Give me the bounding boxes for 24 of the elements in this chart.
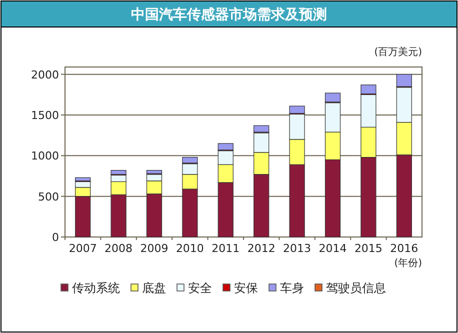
y-tick-label: 1000 [31,150,59,163]
x-axis-title: (年份) [394,257,422,269]
x-tick-label: 2015 [354,242,382,255]
legend-label: 安保 [234,281,258,295]
legend-label: 车身 [280,281,304,295]
legend-label: 传动系统 [72,281,120,295]
x-tick-label: 2009 [140,242,168,255]
y-tick-label: 2000 [31,68,59,82]
y-tick-label: 500 [38,190,59,204]
legend-label: 底盘 [142,281,166,295]
legend-label: 安全 [188,281,212,295]
x-tick-label: 2012 [247,242,276,255]
x-tick-label: 2016 [390,242,418,255]
x-tick-label: 2011 [212,242,240,255]
y-tick-label: 0 [52,231,59,244]
y-axis-title: (百万美元) [374,46,422,58]
x-tick-label: 2007 [68,242,97,255]
x-tick-label: 2014 [318,242,347,255]
y-tick-label: 1500 [31,108,59,122]
x-tick-label: 2008 [104,242,133,255]
legend-label: 驾驶员信息 [326,281,386,295]
chart-title: 中国汽车传感器市场需求及预测 [131,6,327,23]
x-tick-label: 2010 [176,242,204,255]
x-tick-label: 2013 [283,242,312,255]
